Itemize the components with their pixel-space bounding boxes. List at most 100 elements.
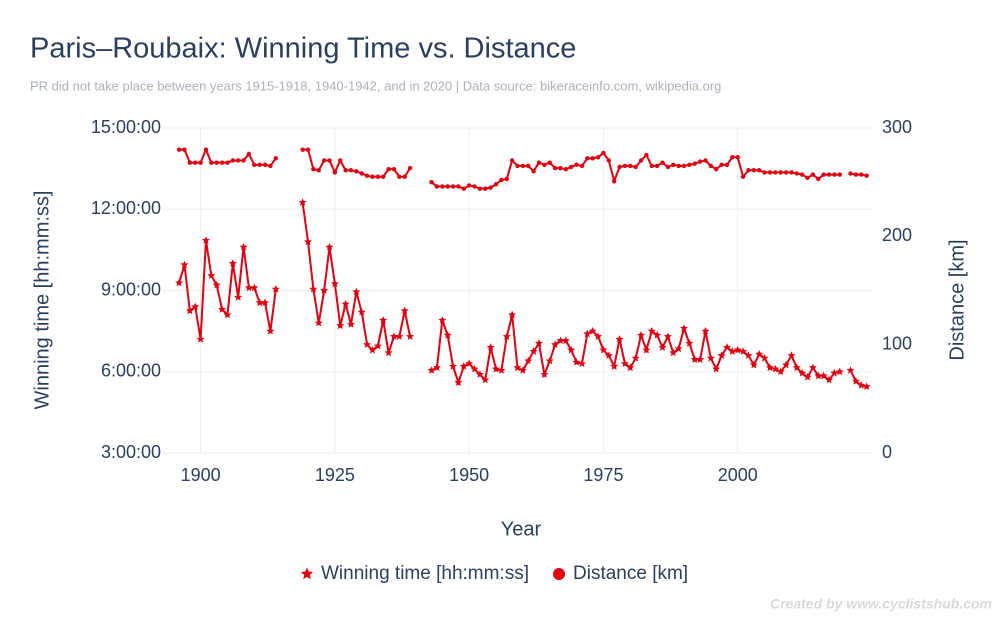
data-point (647, 326, 656, 335)
data-point (330, 279, 339, 288)
data-point (363, 340, 372, 349)
data-point (234, 293, 243, 301)
data-point (212, 280, 221, 289)
data-point (311, 166, 316, 172)
data-point (778, 170, 783, 175)
y-tick-label: 9:00:00 (101, 279, 161, 299)
data-point (228, 259, 237, 267)
data-point (400, 306, 409, 315)
data-point (606, 158, 612, 163)
data-point (765, 363, 774, 372)
legend-label: Winning time [hh:mm:ss] (321, 563, 529, 584)
data-point (703, 158, 708, 163)
data-point (789, 170, 794, 175)
data-point (642, 345, 651, 354)
data-point (706, 354, 715, 362)
data-point (540, 370, 549, 378)
data-point (384, 348, 393, 357)
data-point (663, 332, 672, 340)
data-point (717, 351, 726, 359)
data-point (853, 172, 859, 177)
data-point (653, 330, 662, 339)
data-point (262, 162, 268, 168)
data-point (862, 382, 871, 391)
data-point (341, 299, 350, 308)
data-point (755, 349, 764, 358)
data-point (450, 184, 456, 189)
data-point (611, 178, 617, 184)
data-point (472, 184, 477, 189)
data-point (760, 354, 769, 362)
data-point (454, 378, 463, 386)
data-point (799, 172, 805, 177)
data-point (241, 158, 246, 163)
data-point (475, 370, 484, 378)
watermark: Created by www.cyclistshub.com (770, 596, 992, 612)
data-point (298, 198, 307, 206)
data-point (518, 366, 527, 374)
data-point (261, 298, 270, 307)
data-point (250, 283, 259, 292)
data-point (191, 302, 200, 311)
data-point (746, 168, 751, 173)
data-point (504, 176, 509, 182)
data-point (628, 163, 633, 169)
data-point (626, 363, 635, 372)
data-point (338, 158, 343, 163)
data-point (821, 172, 826, 177)
data-point (599, 345, 608, 354)
data-point (364, 173, 370, 178)
chart-subtitle: PR did not take place between years 1915… (30, 78, 721, 93)
data-point (669, 348, 678, 357)
data-point (835, 367, 844, 376)
data-point (851, 377, 860, 385)
data-point (508, 310, 517, 319)
data-point (359, 171, 364, 176)
data-point (697, 159, 703, 164)
data-point (386, 166, 391, 172)
data-point (182, 147, 187, 152)
data-point (583, 329, 592, 338)
data-point (255, 298, 264, 307)
data-point (497, 366, 506, 374)
x-tick-label: 1900 (181, 465, 221, 485)
data-point (175, 278, 184, 287)
data-point (674, 344, 683, 353)
data-point (465, 359, 474, 368)
data-point (637, 330, 646, 339)
data-point (440, 184, 445, 189)
data-point (864, 173, 869, 178)
data-point (332, 170, 338, 175)
data-point (594, 332, 603, 340)
data-point (459, 362, 468, 370)
data-point (520, 163, 526, 169)
data-point (660, 160, 665, 165)
data-point (352, 287, 361, 296)
data-point (201, 236, 210, 244)
data-point (176, 147, 182, 152)
x-tick-label: 1975 (583, 465, 623, 485)
data-point (389, 332, 398, 340)
data-point (198, 160, 203, 165)
data-point (783, 170, 789, 175)
data-point (595, 155, 601, 160)
data-point (574, 162, 579, 168)
y2-axis-title: Distance [km] (946, 239, 968, 360)
y-tick-label: 15:00:00 (91, 117, 161, 137)
data-point (658, 343, 667, 351)
data-point (757, 168, 762, 173)
data-point (588, 326, 597, 335)
data-point (445, 184, 450, 189)
data-point (714, 166, 719, 172)
data-point (273, 156, 278, 161)
data-point (466, 183, 472, 188)
data-point (846, 366, 855, 374)
x-tick-label: 1925 (315, 465, 355, 485)
data-point (814, 371, 823, 380)
data-point (456, 184, 461, 189)
data-point (438, 316, 447, 324)
data-point (391, 166, 397, 172)
data-point (654, 163, 660, 169)
data-point (526, 163, 531, 169)
data-point (552, 165, 558, 171)
